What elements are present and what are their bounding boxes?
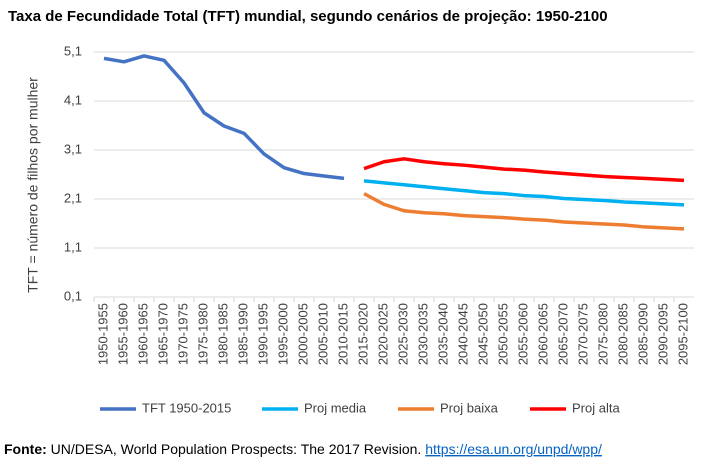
x-tick-label: 2085-2090 bbox=[635, 303, 650, 365]
x-tick-label: 2005-2010 bbox=[315, 303, 330, 365]
x-tick-label: 1980-1985 bbox=[215, 303, 230, 365]
footer-label: Fonte: bbox=[4, 441, 47, 457]
footer-text: UN/DESA, World Population Prospects: The… bbox=[51, 441, 422, 457]
x-tick-label: 2070-2075 bbox=[575, 303, 590, 365]
x-tick-label: 2050-2055 bbox=[495, 303, 510, 365]
legend-label: Proj alta bbox=[572, 400, 620, 415]
x-tick-label: 2095-2100 bbox=[675, 303, 690, 365]
y-tick-label: 3,1 bbox=[64, 141, 82, 156]
x-tick-label: 2055-2060 bbox=[515, 303, 530, 365]
x-tick-label: 1960-1965 bbox=[135, 303, 150, 365]
x-tick-label: 2025-2030 bbox=[395, 303, 410, 365]
x-tick-label: 1970-1975 bbox=[175, 303, 190, 365]
y-tick-label: 4,1 bbox=[64, 92, 82, 107]
x-tick-label: 1995-2000 bbox=[275, 303, 290, 365]
x-tick-label: 2090-2095 bbox=[655, 303, 670, 365]
series-line bbox=[363, 157, 685, 183]
y-tick-label: 1,1 bbox=[64, 239, 82, 254]
y-tick-label: 2,1 bbox=[64, 190, 82, 205]
x-tick-label: 1950-1955 bbox=[95, 303, 110, 365]
x-tick-label: 2080-2085 bbox=[615, 303, 630, 365]
legend-label: Proj media bbox=[304, 400, 367, 415]
x-tick-label: 2045-2050 bbox=[475, 303, 490, 365]
x-tick-label: 2020-2025 bbox=[375, 303, 390, 365]
footer-link[interactable]: https://esa.un.org/unpd/wpp/ bbox=[425, 441, 602, 457]
x-tick-label: 1965-1970 bbox=[155, 303, 170, 365]
x-tick-label: 1975-1980 bbox=[195, 303, 210, 365]
y-tick-label: 0,1 bbox=[64, 288, 82, 303]
chart-title: Taxa de Fecundidade Total (TFT) mundial,… bbox=[8, 8, 608, 25]
x-tick-label: 2065-2070 bbox=[555, 303, 570, 365]
x-tick-label: 2075-2080 bbox=[595, 303, 610, 365]
x-tick-label: 2000-2005 bbox=[295, 303, 310, 365]
x-tick-label: 1955-1960 bbox=[115, 303, 130, 365]
series-line bbox=[363, 192, 685, 231]
series-line bbox=[103, 54, 345, 181]
x-tick-label: 1985-1990 bbox=[235, 303, 250, 365]
x-tick-label: 2010-2015 bbox=[335, 303, 350, 365]
legend-label: Proj baixa bbox=[440, 400, 499, 415]
x-tick-label: 2035-2040 bbox=[435, 303, 450, 365]
legend-label: TFT 1950-2015 bbox=[142, 400, 231, 415]
x-tick-label: 1990-1995 bbox=[255, 303, 270, 365]
x-tick-label: 2060-2065 bbox=[535, 303, 550, 365]
y-axis-label: TFT = número de filhos por mulher bbox=[25, 77, 41, 293]
x-tick-label: 2040-2045 bbox=[455, 303, 470, 365]
footer: Fonte: UN/DESA, World Population Prospec… bbox=[4, 441, 602, 457]
x-tick-label: 2015-2020 bbox=[355, 303, 370, 365]
y-tick-label: 5,1 bbox=[64, 43, 82, 58]
x-tick-label: 2030-2035 bbox=[415, 303, 430, 365]
series-line bbox=[363, 179, 685, 207]
